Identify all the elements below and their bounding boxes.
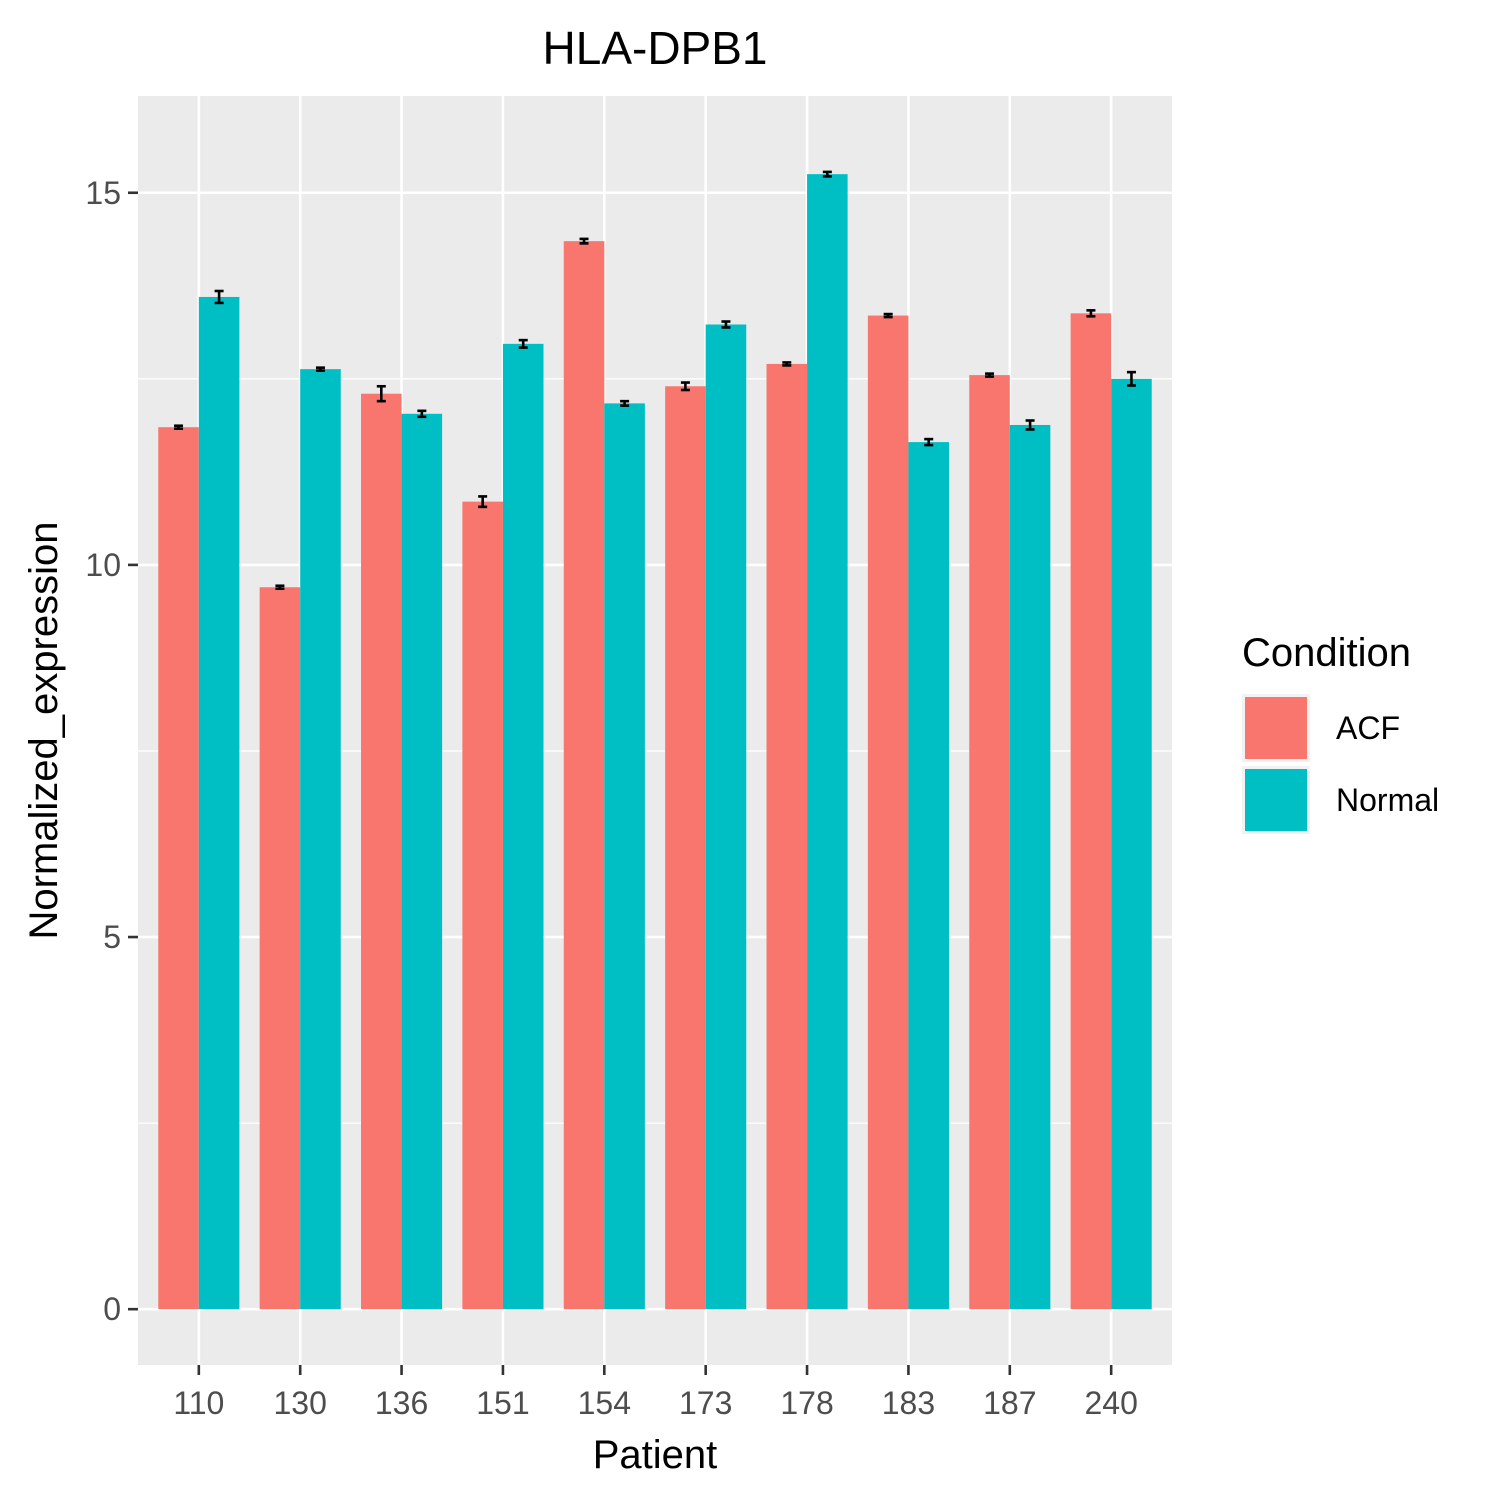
bar-ACF-173 <box>665 386 706 1310</box>
errorbar-ACF-173 <box>680 381 690 392</box>
errorbar-Normal-240 <box>1126 370 1136 387</box>
errorbar-Normal-110 <box>214 289 224 305</box>
bar-Normal-173 <box>705 324 747 1310</box>
legend-key-swatch <box>1245 769 1307 831</box>
x-tick-label: 240 <box>1084 1385 1137 1421</box>
errorbar-Normal-154 <box>620 399 630 407</box>
legend-label: Normal <box>1336 782 1439 818</box>
errorbar-Normal-136 <box>417 409 427 419</box>
bar-Normal-240 <box>1111 378 1152 1310</box>
bar-marks <box>158 174 1152 1310</box>
x-tick-label: 178 <box>780 1385 833 1421</box>
error-bars <box>174 170 1136 591</box>
bar-ACF-130 <box>259 587 301 1310</box>
legend-item-ACF: ACF <box>1242 694 1400 762</box>
bar-ACF-187 <box>969 375 1010 1310</box>
bar-Normal-151 <box>502 343 544 1310</box>
bar-ACF-183 <box>867 315 909 1310</box>
x-tick-label: 136 <box>375 1385 428 1421</box>
y-axis-title: Normalized_expression <box>22 522 66 940</box>
bar-Normal-110 <box>198 296 240 1310</box>
y-tick-label: 0 <box>103 1291 121 1327</box>
bar-ACF-136 <box>361 393 402 1310</box>
x-axis: 110 130 136 151 154 173 178 183 187 240 <box>173 1365 1138 1421</box>
errorbar-ACF-130 <box>275 584 285 591</box>
errorbar-Normal-187 <box>1025 419 1035 431</box>
bar-ACF-154 <box>563 241 605 1310</box>
bar-ACF-151 <box>462 501 503 1310</box>
errorbar-Normal-183 <box>924 437 934 447</box>
errorbar-Normal-178 <box>822 170 832 178</box>
legend-title: Condition <box>1242 631 1411 675</box>
y-axis: 0 5 10 15 <box>85 175 138 1327</box>
bar-Normal-154 <box>604 403 645 1310</box>
legend: Condition ACF Normal <box>1242 631 1439 834</box>
errorbar-ACF-178 <box>782 361 792 367</box>
x-axis-title: Patient <box>593 1433 718 1477</box>
x-tick-label: 173 <box>679 1385 732 1421</box>
bar-Normal-130 <box>300 369 341 1310</box>
bar-ACF-110 <box>158 427 199 1310</box>
errorbar-ACF-110 <box>174 424 184 430</box>
x-tick-label: 110 <box>173 1385 224 1421</box>
errorbar-ACF-187 <box>985 372 995 378</box>
errorbar-Normal-130 <box>315 366 325 372</box>
errorbar-Normal-173 <box>721 320 731 329</box>
x-tick-label: 187 <box>983 1385 1036 1421</box>
chart-title: HLA-DPB1 <box>543 22 768 74</box>
legend-label: ACF <box>1336 710 1400 746</box>
y-tick-label: 10 <box>85 547 121 583</box>
errorbar-ACF-154 <box>579 237 589 245</box>
legend-item-Normal: Normal <box>1242 766 1439 834</box>
errorbar-ACF-240 <box>1086 309 1096 318</box>
legend-items: ACF Normal <box>1242 694 1439 834</box>
bar-Normal-178 <box>807 174 848 1310</box>
bar-Normal-187 <box>1009 424 1051 1310</box>
x-tick-label: 151 <box>476 1385 529 1421</box>
bar-Normal-136 <box>401 413 443 1310</box>
bar-ACF-178 <box>766 363 808 1310</box>
x-tick-label: 154 <box>578 1385 631 1421</box>
legend-key-swatch <box>1245 697 1307 759</box>
bar-Normal-183 <box>908 442 949 1310</box>
errorbar-ACF-136 <box>376 384 386 403</box>
y-tick-label: 15 <box>85 175 121 211</box>
x-tick-label: 183 <box>882 1385 935 1421</box>
errorbar-ACF-183 <box>883 312 893 319</box>
bar-ACF-240 <box>1070 313 1112 1310</box>
errorbar-ACF-151 <box>478 495 488 509</box>
errorbar-Normal-151 <box>518 338 528 349</box>
y-tick-label: 5 <box>103 919 121 955</box>
x-tick-label: 130 <box>274 1385 327 1421</box>
